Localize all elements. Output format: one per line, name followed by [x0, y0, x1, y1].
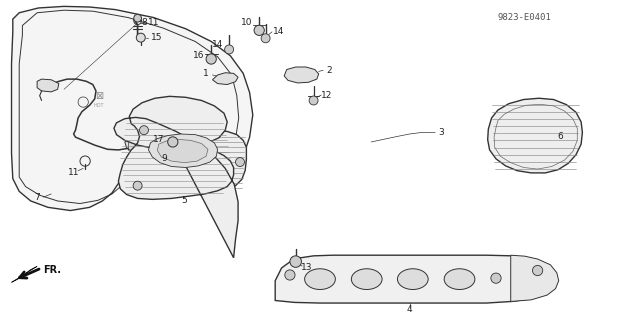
Text: 9823-E0401: 9823-E0401	[498, 13, 552, 22]
Text: 4: 4	[407, 305, 412, 314]
Circle shape	[136, 33, 145, 42]
Circle shape	[290, 256, 301, 267]
Polygon shape	[284, 67, 319, 83]
Polygon shape	[275, 255, 552, 303]
Text: 15: 15	[151, 33, 163, 42]
Ellipse shape	[444, 269, 475, 290]
Polygon shape	[212, 73, 238, 85]
Circle shape	[206, 54, 216, 64]
Text: 6: 6	[557, 132, 563, 141]
Text: 13: 13	[301, 263, 313, 272]
Text: 7: 7	[35, 193, 40, 202]
Ellipse shape	[397, 269, 428, 290]
Text: 5: 5	[182, 196, 187, 205]
Text: 16: 16	[193, 51, 204, 60]
Text: 14: 14	[212, 40, 223, 49]
Text: 11: 11	[68, 168, 79, 177]
Text: 12: 12	[321, 91, 332, 100]
Circle shape	[309, 96, 318, 105]
Ellipse shape	[351, 269, 382, 290]
Polygon shape	[114, 96, 238, 258]
Polygon shape	[125, 139, 173, 154]
Text: HOT: HOT	[94, 103, 104, 108]
Circle shape	[168, 137, 178, 147]
Polygon shape	[488, 98, 582, 173]
Polygon shape	[12, 266, 37, 282]
Circle shape	[134, 14, 141, 22]
Polygon shape	[172, 130, 246, 192]
Polygon shape	[511, 255, 559, 301]
Circle shape	[140, 126, 148, 135]
Text: 1: 1	[204, 69, 209, 78]
Circle shape	[285, 270, 295, 280]
Text: 14: 14	[273, 27, 284, 36]
Text: 8: 8	[141, 19, 147, 27]
Circle shape	[491, 273, 501, 283]
Circle shape	[254, 25, 264, 35]
Circle shape	[133, 181, 142, 190]
Polygon shape	[37, 79, 59, 92]
Circle shape	[225, 45, 234, 54]
Text: 17: 17	[153, 135, 164, 144]
Text: 9: 9	[161, 154, 166, 163]
Text: FR.: FR.	[44, 264, 61, 275]
Text: 11: 11	[148, 19, 159, 27]
Polygon shape	[12, 6, 253, 211]
Text: 2: 2	[327, 66, 332, 75]
Ellipse shape	[305, 269, 335, 290]
Text: 10: 10	[241, 18, 252, 27]
Text: ⊠: ⊠	[95, 91, 103, 101]
Circle shape	[261, 34, 270, 43]
Polygon shape	[148, 134, 218, 167]
Text: 3: 3	[439, 128, 444, 137]
Circle shape	[236, 158, 244, 167]
Circle shape	[532, 265, 543, 276]
Polygon shape	[157, 139, 208, 163]
